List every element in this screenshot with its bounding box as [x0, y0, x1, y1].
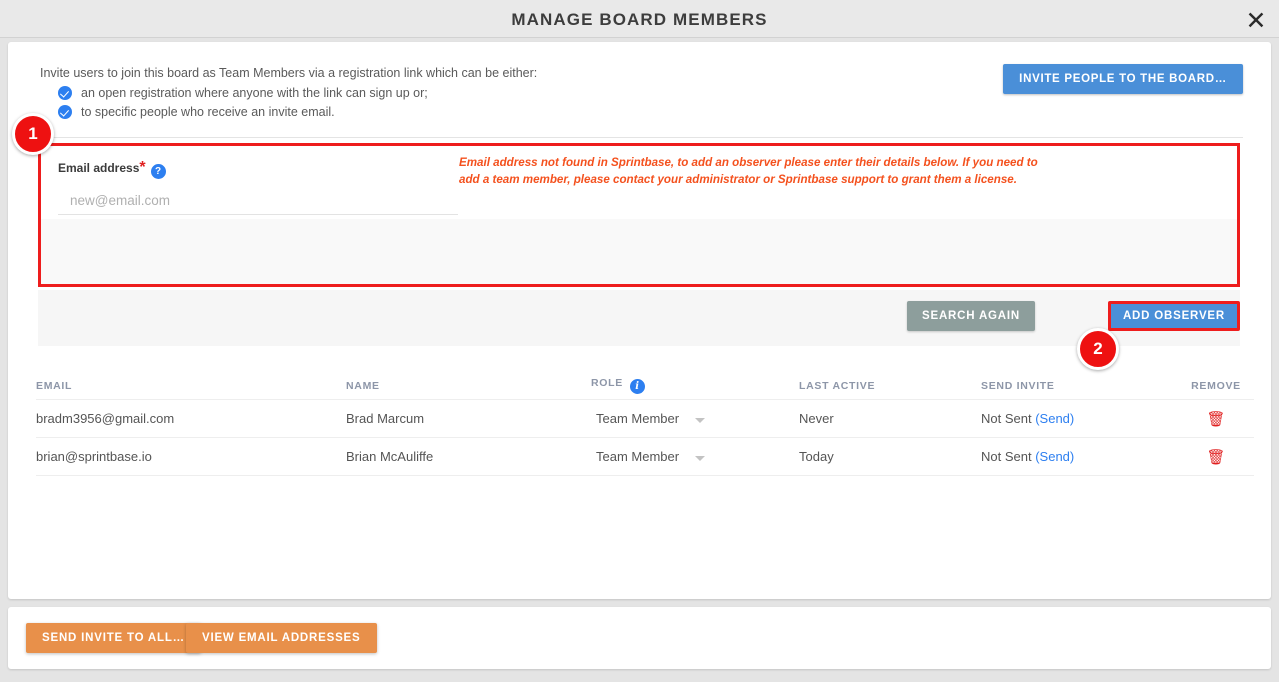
footer-bar: SEND INVITE TO ALL… VIEW EMAIL ADDRESSES: [8, 607, 1271, 669]
bullet-label: to specific people who receive an invite…: [81, 105, 335, 119]
cell-remove: 🗑: [1181, 410, 1251, 428]
role-value: Team Member: [596, 411, 680, 426]
add-observer-form: Email address*? Email address not found …: [38, 143, 1240, 340]
cell-email: brian@sprintbase.io: [36, 449, 152, 464]
form-lower-section: First Name* Last Name* Login Method Emai…: [41, 219, 1237, 340]
cell-last-active: Never: [799, 411, 834, 426]
step-badge-2: 2: [1077, 328, 1119, 370]
send-invite-to-all-button[interactable]: SEND INVITE TO ALL…: [26, 623, 201, 653]
email-input[interactable]: [58, 188, 458, 215]
info-icon[interactable]: i: [629, 379, 645, 394]
close-icon[interactable]: ✕: [1245, 5, 1267, 35]
search-again-button[interactable]: SEARCH AGAIN: [907, 301, 1035, 331]
intro-block: Invite users to join this board as Team …: [40, 66, 740, 124]
column-header-email: EMAIL: [36, 379, 73, 392]
check-circle-icon: [58, 86, 72, 100]
role-value: Team Member: [596, 449, 680, 464]
send-invite-link[interactable]: (Send): [1035, 449, 1075, 464]
page-title: MANAGE BOARD MEMBERS: [511, 10, 768, 29]
trash-icon[interactable]: 🗑: [1206, 447, 1226, 466]
cell-last-active: Today: [799, 449, 834, 464]
members-table: EMAIL NAME ROLE i LAST ACTIVE SEND INVITE…: [36, 372, 1254, 476]
intro-lead-text: Invite users to join this board as Team …: [40, 66, 538, 80]
table-header-row: EMAIL NAME ROLE i LAST ACTIVE SEND INVITE…: [36, 372, 1254, 400]
form-upper-section: Email address*? Email address not found …: [41, 146, 1237, 219]
bullet-label: an open registration where anyone with t…: [81, 86, 428, 100]
list-item: to specific people who receive an invite…: [58, 105, 740, 119]
column-header-role: ROLE i: [591, 377, 799, 394]
role-select[interactable]: Team Member: [596, 411, 706, 426]
cell-name: Brad Marcum: [346, 411, 425, 426]
send-invite-status: Not Sent: [981, 411, 1032, 426]
help-icon[interactable]: ?: [150, 164, 166, 179]
chevron-down-icon: [695, 456, 706, 461]
view-email-addresses-button[interactable]: VIEW EMAIL ADDRESSES: [186, 623, 377, 653]
table-row: brian@sprintbase.io Brian McAuliffe Team…: [36, 438, 1254, 476]
form-action-bar: SEARCH AGAIN ADD OBSERVER: [38, 290, 1240, 346]
cell-role: Team Member: [591, 449, 799, 464]
error-message: Email address not found in Sprintbase, t…: [459, 156, 1038, 186]
send-invite-status: Not Sent: [981, 449, 1032, 464]
cell-send-invite: Not Sent (Send): [981, 449, 1181, 464]
column-header-role-label: ROLE: [591, 377, 623, 390]
add-observer-button[interactable]: ADD OBSERVER: [1107, 301, 1240, 331]
section-divider: [36, 137, 1243, 138]
trash-icon[interactable]: 🗑: [1206, 409, 1226, 428]
check-circle-icon: [58, 105, 72, 119]
cell-name: Brian McAuliffe: [346, 449, 434, 464]
cell-role: Team Member: [591, 411, 799, 426]
email-field-label: Email address: [58, 161, 140, 175]
list-item: an open registration where anyone with t…: [58, 86, 740, 100]
column-header-send-invite: SEND INVITE: [981, 379, 1055, 392]
modal-titlebar: MANAGE BOARD MEMBERS ✕: [0, 0, 1279, 38]
column-header-last-active: LAST ACTIVE: [799, 379, 876, 392]
step-badge-1: 1: [12, 113, 54, 155]
role-select[interactable]: Team Member: [596, 449, 706, 464]
cell-email: bradm3956@gmail.com: [36, 411, 175, 426]
cell-send-invite: Not Sent (Send): [981, 411, 1181, 426]
invite-people-to-board-button[interactable]: INVITE PEOPLE TO THE BOARD…: [1003, 64, 1243, 94]
cell-remove: 🗑: [1181, 448, 1251, 466]
chevron-down-icon: [695, 418, 706, 423]
main-card: Invite users to join this board as Team …: [8, 42, 1271, 599]
email-field-group: Email address*?: [58, 159, 458, 215]
column-header-remove: REMOVE: [1191, 379, 1241, 392]
column-header-name: NAME: [346, 379, 380, 392]
required-marker: *: [139, 159, 146, 176]
send-invite-link[interactable]: (Send): [1035, 411, 1075, 426]
table-row: bradm3956@gmail.com Brad Marcum Team Mem…: [36, 400, 1254, 438]
